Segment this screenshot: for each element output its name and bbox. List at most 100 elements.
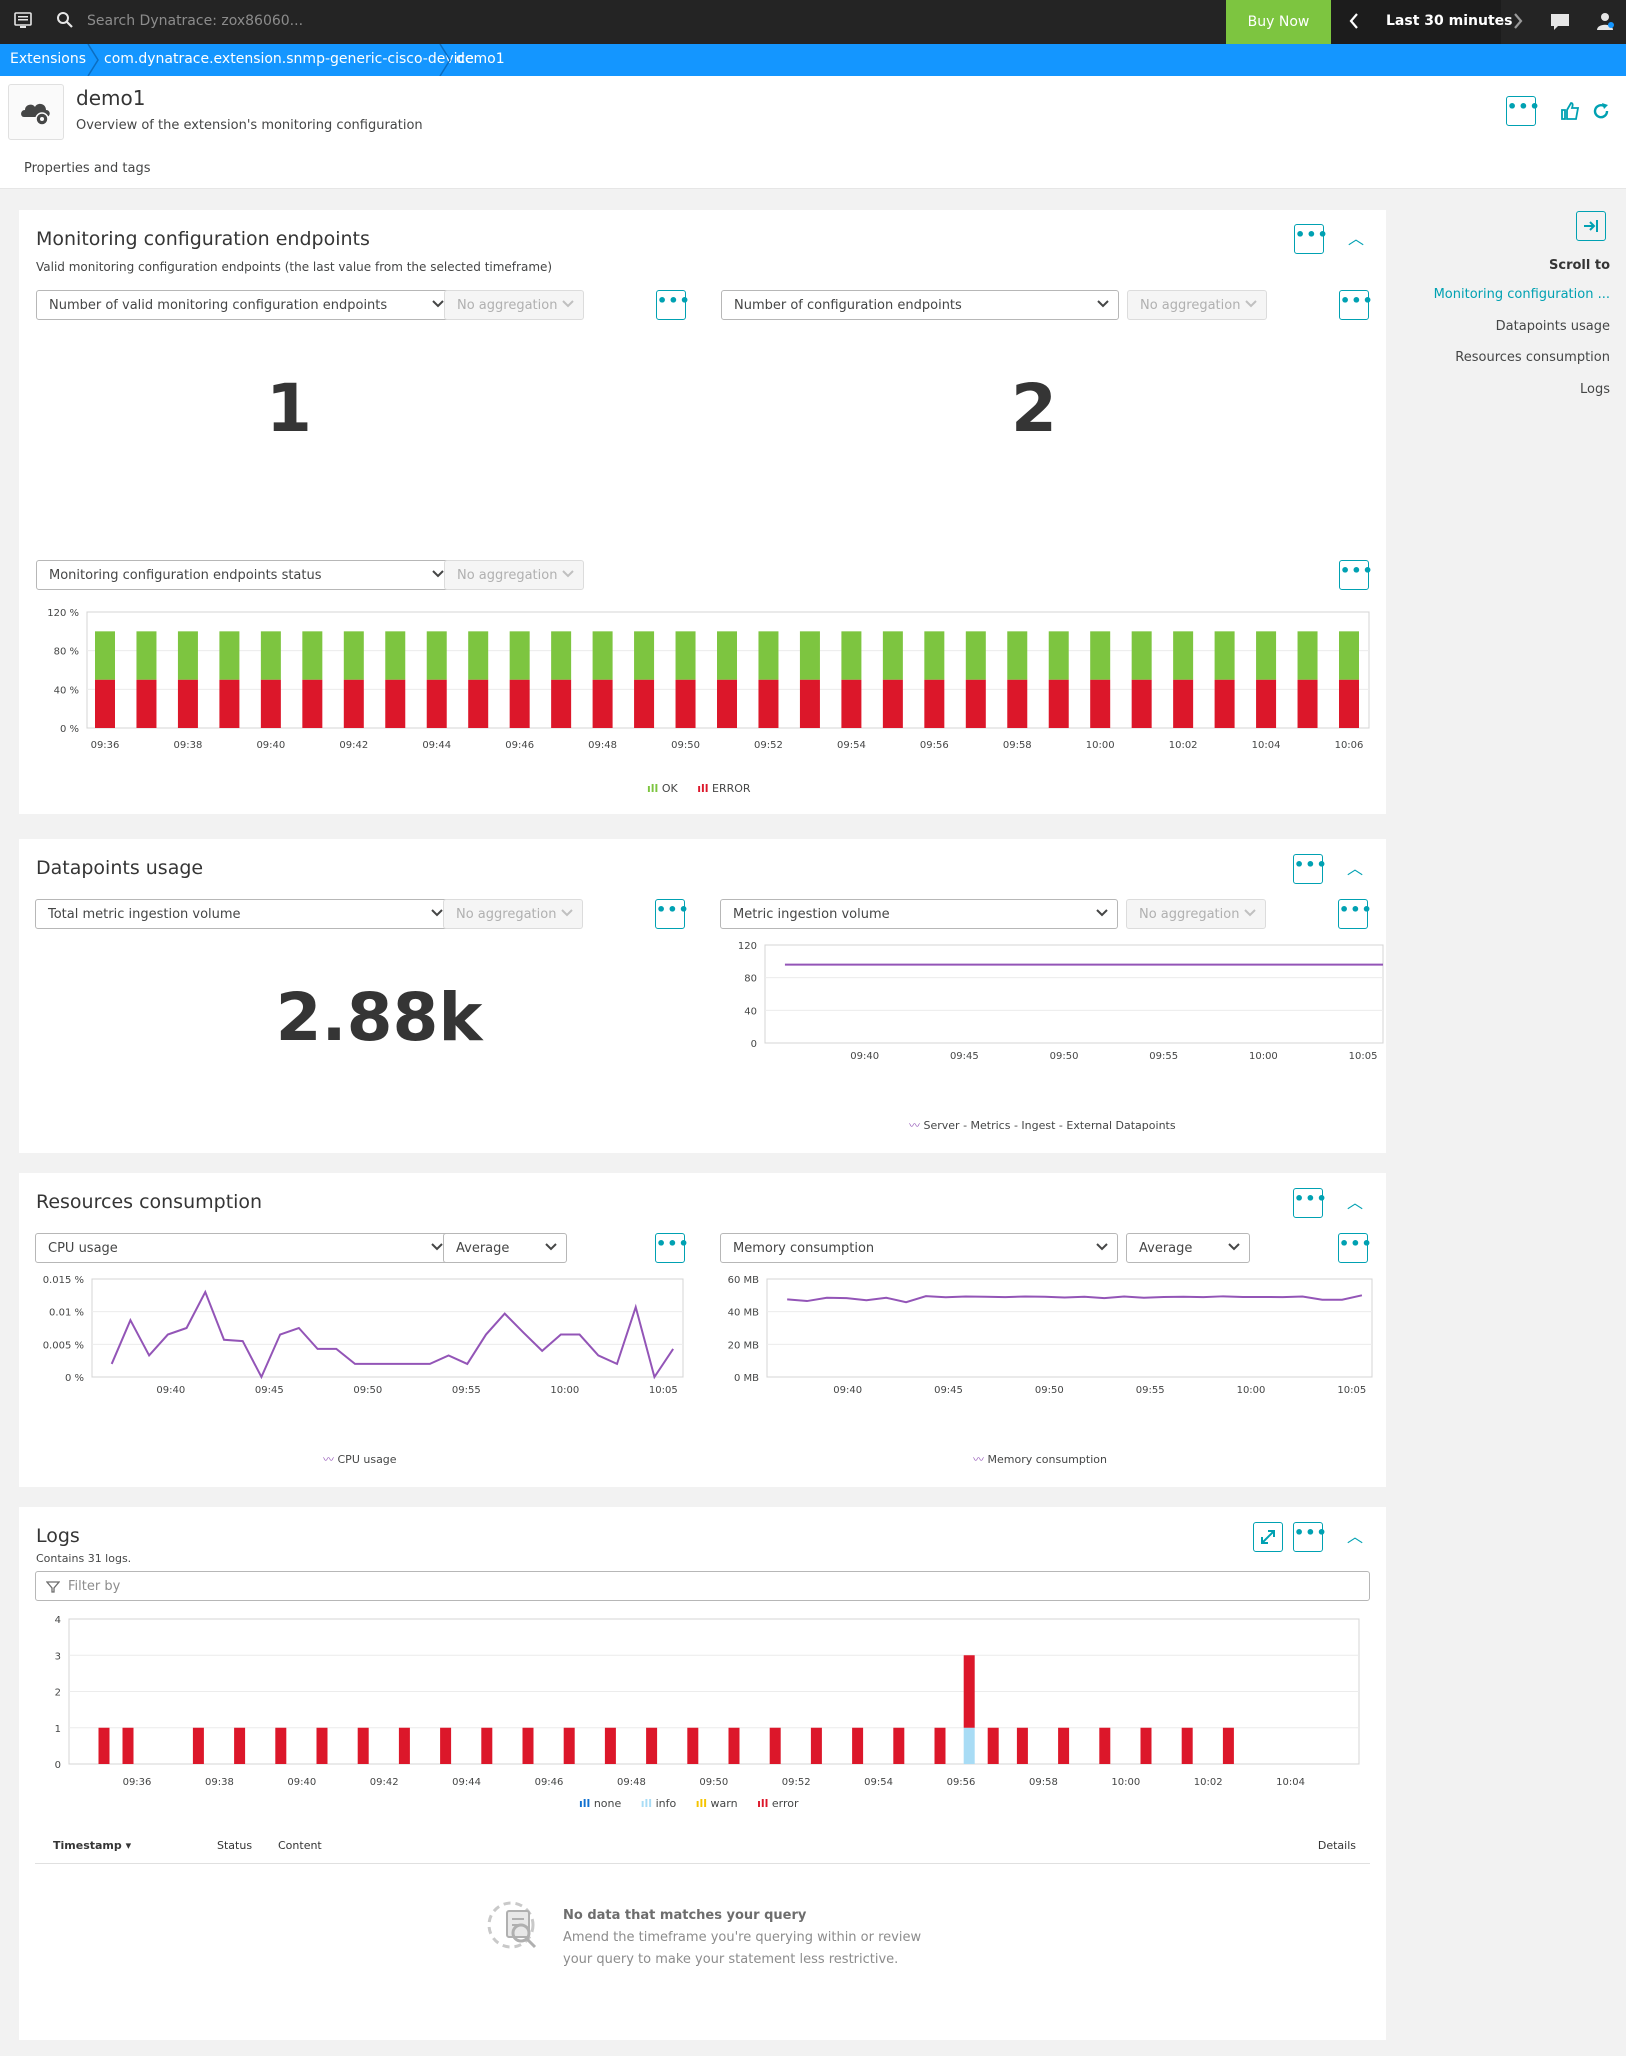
tile-more-button[interactable]: ••• (1338, 1233, 1372, 1263)
scroll-to-resources[interactable]: Resources consumption (1455, 350, 1610, 365)
timestamp-column-header[interactable]: Timestamp ▾ (53, 1839, 132, 1852)
card-more-button[interactable]: ••• (1293, 854, 1327, 884)
x-tick-label: 09:55 (452, 1385, 481, 1396)
collapse-panel-button[interactable] (1576, 211, 1606, 241)
no-data-icon (487, 1901, 537, 1949)
y-tick-label: 0.015 % (43, 1275, 84, 1286)
error-bar (98, 1727, 110, 1764)
refresh-icon[interactable] (1592, 102, 1610, 124)
card-subtitle: Valid monitoring configuration endpoints… (36, 260, 553, 274)
card-title: Datapoints usage (36, 857, 204, 879)
tile-more-button[interactable]: ••• (1339, 560, 1373, 590)
chevron-down-icon (1095, 1239, 1109, 1259)
search-icon[interactable] (56, 11, 74, 33)
metric-select[interactable]: Memory consumption (720, 1233, 1118, 1263)
y-tick-label: 80 (744, 974, 757, 985)
collapse-chevron-icon[interactable]: ︿ (1346, 1193, 1363, 1212)
error-bar (177, 679, 198, 728)
tile-more-button[interactable]: ••• (1338, 899, 1372, 929)
metric-select[interactable]: Number of valid monitoring configuration… (36, 290, 454, 320)
x-tick-label: 10:04 (1252, 740, 1281, 751)
aggregation-select[interactable]: No aggregation (1126, 899, 1266, 929)
breadcrumb-extension-id[interactable]: com.dynatrace.extension.snmp-generic-cis… (104, 51, 474, 67)
line-legend-icon: 〰 (973, 1453, 984, 1466)
error-bar (1297, 679, 1318, 728)
breadcrumb-extensions[interactable]: Extensions (10, 51, 87, 67)
buy-now-button[interactable]: Buy Now (1226, 0, 1331, 44)
collapse-chevron-icon[interactable]: ︿ (1346, 1527, 1363, 1546)
aggregation-select[interactable]: Average (443, 1233, 567, 1263)
properties-and-tags-link[interactable]: Properties and tags (24, 161, 151, 176)
menu-icon[interactable] (14, 11, 32, 33)
thumbs-up-icon[interactable] (1560, 102, 1580, 124)
timeframe-label[interactable]: Last 30 minutes (1386, 13, 1513, 29)
status-column-header: Status (217, 1839, 253, 1852)
chat-icon[interactable] (1550, 13, 1570, 35)
chevron-down-icon (544, 1239, 558, 1259)
x-tick-label: 09:45 (255, 1385, 284, 1396)
tile-more-button[interactable]: ••• (655, 1233, 689, 1263)
error-bar (563, 1727, 575, 1764)
timeframe-selector[interactable] (1331, 0, 1501, 44)
aggregation-select[interactable]: No aggregation (444, 560, 584, 590)
user-icon[interactable] (1596, 11, 1614, 35)
logs-table-header: Timestamp ▾ Status Content Details (35, 1829, 1370, 1864)
tile-more-button[interactable]: ••• (656, 290, 690, 320)
tile-more-button[interactable]: ••• (1339, 290, 1373, 320)
metric-select[interactable]: Metric ingestion volume (720, 899, 1118, 929)
filter-input[interactable]: Filter by (35, 1571, 1370, 1601)
error-bar (1048, 679, 1069, 728)
chart-legend: ıll OK ıll ERROR (647, 782, 751, 795)
aggregation-select[interactable]: No aggregation (443, 899, 583, 929)
y-tick-label: 0 % (65, 1373, 84, 1384)
breadcrumb-config[interactable]: demo1 (456, 51, 505, 67)
scroll-to-logs[interactable]: Logs (1580, 382, 1610, 397)
details-column-header: Details (1317, 1839, 1356, 1852)
metric-select[interactable]: Total metric ingestion volume (35, 899, 453, 929)
x-tick-label: 09:44 (452, 1777, 481, 1787)
error-bar (219, 679, 240, 728)
ingestion-volume-value: 2.88k (275, 979, 483, 1056)
card-more-button[interactable]: ••• (1293, 1522, 1327, 1552)
legend-label: Server - Metrics - Ingest - External Dat… (923, 1119, 1176, 1132)
x-tick-label: 09:42 (370, 1777, 399, 1787)
chevron-left-icon[interactable] (1348, 12, 1360, 34)
breadcrumb-separator-icon (87, 44, 99, 76)
expand-button[interactable] (1253, 1522, 1283, 1552)
tile-more-button[interactable]: ••• (655, 899, 689, 929)
metric-select[interactable]: Monitoring configuration endpoints statu… (36, 560, 454, 590)
aggregation-select[interactable]: No aggregation (1127, 290, 1267, 320)
ok-bar (924, 631, 945, 680)
chart-legend: ıll none ıll info ıll warn ıll error (579, 1797, 799, 1810)
card-more-button[interactable]: ••• (1293, 1188, 1327, 1218)
chevron-down-icon (1243, 905, 1257, 925)
metric-select[interactable]: CPU usage (35, 1233, 453, 1263)
metric-select[interactable]: Number of configuration endpoints (721, 290, 1119, 320)
error-bar (316, 1727, 328, 1764)
search-input[interactable]: Search Dynatrace: zox86060... (87, 13, 304, 29)
error-bar (1140, 1727, 1152, 1764)
card-more-button[interactable]: ••• (1294, 224, 1328, 254)
chevron-down-icon (430, 1239, 444, 1259)
x-tick-label: 10:00 (1249, 1051, 1278, 1062)
x-tick-label: 09:56 (947, 1777, 976, 1787)
error-bar (717, 679, 737, 728)
ok-bar (1339, 631, 1359, 680)
scroll-to-datapoints[interactable]: Datapoints usage (1495, 319, 1610, 334)
ok-bar (799, 631, 820, 680)
error-legend-icon: ıll (757, 1797, 769, 1810)
header-more-button[interactable]: ••• (1506, 96, 1540, 126)
aggregation-select[interactable]: No aggregation (444, 290, 584, 320)
aggregation-select[interactable]: Average (1126, 1233, 1250, 1263)
collapse-chevron-icon[interactable]: ︿ (1346, 859, 1363, 878)
x-tick-label: 09:50 (353, 1385, 382, 1396)
y-tick-label: 80 % (54, 647, 79, 658)
filter-placeholder: Filter by (68, 1579, 121, 1594)
y-tick-label: 0 MB (734, 1373, 759, 1384)
collapse-chevron-icon[interactable]: ︿ (1347, 229, 1364, 248)
scroll-to-monitoring[interactable]: Monitoring configuration ... (1433, 287, 1610, 302)
x-tick-label: 09:58 (1029, 1777, 1058, 1787)
chevron-right-icon[interactable] (1512, 12, 1524, 34)
ok-bar (1173, 631, 1194, 680)
ok-bar (509, 631, 530, 680)
